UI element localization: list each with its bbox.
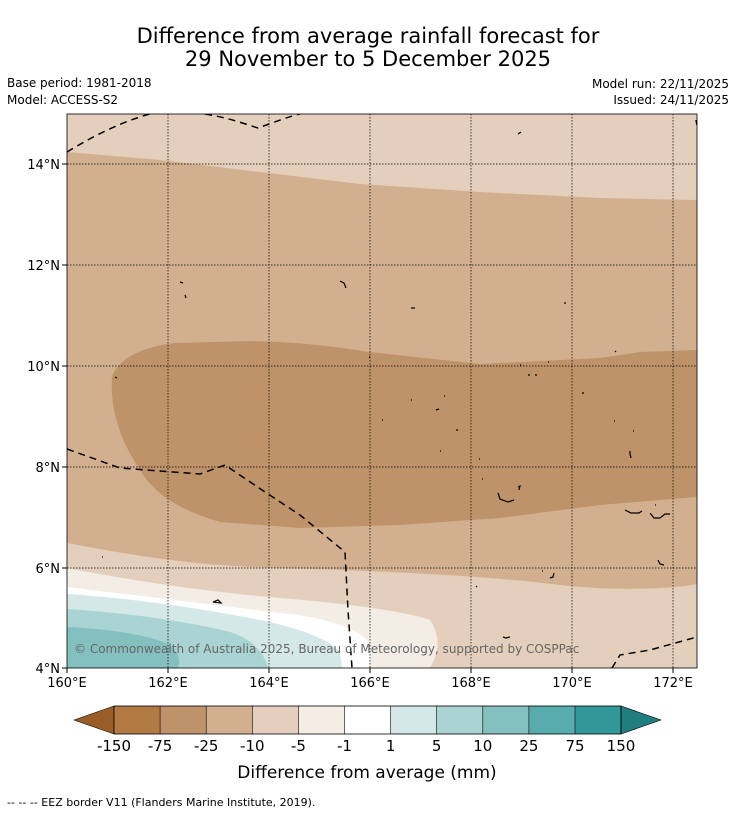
latitude-labels: 14°N 12°N 10°N 8°N 6°N 4°N [27,158,60,677]
lon-label-166e: 166°E [350,676,390,691]
colorbar-extension-below-150 [73,705,115,735]
copyright-text: © Commonwealth of Australia 2025, Bureau… [74,642,579,656]
colorbar-label-1: 1 [386,737,396,755]
colorbar-label-minus-150: -150 [97,737,131,755]
title-line-1: Difference from average rainfall forecas… [136,24,600,48]
lon-label-168e: 168°E [451,676,491,691]
colorbar-extension-above-150 [620,705,662,735]
lon-label-164e: 164°E [249,676,289,691]
issued-label: Issued: 24/11/2025 [613,93,729,107]
colorbar-title: Difference from average (mm) [237,763,496,783]
colorbar-dividers [159,706,576,734]
colorbar-label-minus-1: -1 [337,737,352,755]
region-minus-75-to-25 [111,341,697,528]
lon-label-162e: 162°E [148,676,188,691]
lon-label-170e: 170°E [552,676,592,691]
colorbar-swatch-n5-1 [298,706,345,734]
lat-label-14n: 14°N [27,158,60,173]
region-10-to-25 [67,627,180,668]
lat-label-12n: 12°N [27,259,60,274]
base-period-label: Base period: 1981-2018 [7,76,152,90]
longitude-labels: 160°E 162°E 164°E 166°E 168°E 170°E 172°… [47,676,693,691]
colorbar-label-10: 10 [473,737,492,755]
colorbar-label-minus-5: -5 [291,737,306,755]
title-line-2: 29 November to 5 December 2025 [184,47,552,71]
lat-label-10n: 10°N [27,360,60,375]
colorbar-swatch-n10-5 [252,706,299,734]
model-run-label: Model run: 22/11/2025 [591,77,729,91]
lat-label-8n: 8°N [36,461,61,476]
colorbar-swatch-p1-5 [390,706,437,734]
colorbar-swatch-n75-25 [160,706,207,734]
lon-label-172e: 172°E [653,676,693,691]
colorbar-label-25: 25 [519,737,538,755]
lon-label-160e: 160°E [47,676,87,691]
lat-label-4n: 4°N [36,662,61,677]
colorbar-label-75: 75 [565,737,584,755]
map-gridlines [67,114,697,668]
colorbar-swatch-n1-p1 [344,706,391,734]
colorbar-tick-labels: -150 -75 -25 -10 -5 -1 1 5 10 25 75 150 [97,737,635,755]
eez-border-note: -- -- -- EEZ border V11 (Flanders Marine… [7,796,316,809]
colorbar-swatch-p10-25 [482,706,529,734]
colorbar-swatch-p75-150 [575,706,621,734]
colorbar-label-minus-25: -25 [194,737,219,755]
map-frame [66,113,698,669]
colorbar-label-minus-10: -10 [240,737,265,755]
colorbar-swatch-n25-10 [206,706,253,734]
model-label: Model: ACCESS-S2 [7,93,119,107]
colorbar-label-minus-75: -75 [148,737,173,755]
colorbar-frame [113,705,622,735]
colorbar-swatch-n150-75 [114,706,161,734]
lat-label-6n: 6°N [36,562,61,577]
colorbar-swatch-p5-10 [436,706,483,734]
colorbar-label-150: 150 [607,737,636,755]
islands-and-atolls [102,131,670,639]
colorbar: -150 -75 -25 -10 -5 -1 1 5 10 25 75 150 … [73,705,662,783]
region-minus-10-to-5-north [67,114,697,200]
colorbar-swatch-p25-75 [528,706,575,734]
colorbar-label-5: 5 [432,737,442,755]
map-plot-area: © Commonwealth of Australia 2025, Bureau… [67,114,697,668]
map-tick-marks [62,163,674,673]
